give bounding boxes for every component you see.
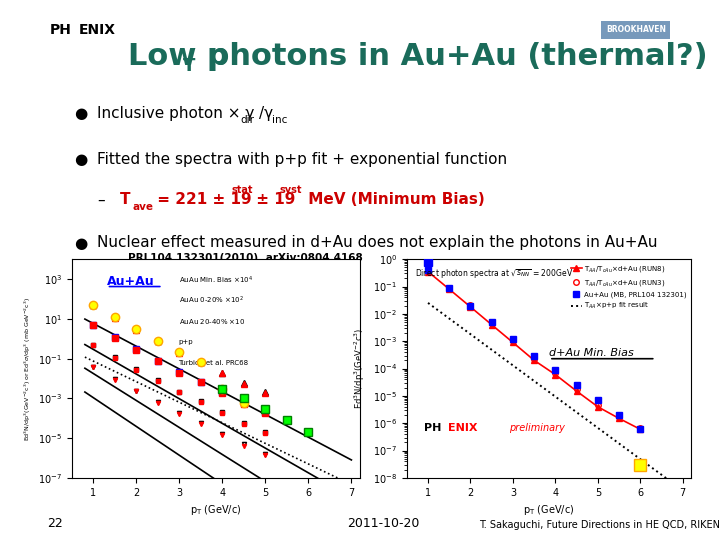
- Au+Au (MB, PRL104 132301): [508, 336, 517, 342]
- Line: T$_{AA}$/T$_{cAu}$$\times$d+Au (RUN8): T$_{AA}$/T$_{cAu}$$\times$d+Au (RUN8): [426, 269, 643, 432]
- T$_{AA}$$\times$p+p fit result: [555, 396, 564, 403]
- Text: d+Au Min. Bias: d+Au Min. Bias: [549, 348, 634, 358]
- T$_{AA}$/T$_{cAu}$$\times$d+Au (RUN3): [466, 302, 474, 308]
- Text: PRL104,132301(2010), arXiv:0804.4168: PRL104,132301(2010), arXiv:0804.4168: [127, 253, 362, 263]
- Text: Nuclear effect measured in d+Au does not explain the photons in Au+Au: Nuclear effect measured in d+Au does not…: [97, 235, 658, 251]
- T$_{AA}$/T$_{cAu}$$\times$d+Au (RUN8): [530, 357, 539, 363]
- Au+Au (MB, PRL104 132301): [551, 367, 559, 373]
- Text: BROOKHAVEN: BROOKHAVEN: [606, 25, 666, 34]
- Text: = 221 ± 19: = 221 ± 19: [152, 192, 251, 207]
- T$_{AA}$$\times$p+p fit result: [575, 411, 584, 418]
- Text: ●: ●: [73, 106, 87, 121]
- T$_{AA}$/T$_{cAu}$$\times$d+Au (RUN8): [593, 403, 602, 410]
- T$_{AA}$/T$_{cAu}$$\times$d+Au (RUN8): [615, 415, 624, 422]
- Text: 2011-10-20: 2011-10-20: [347, 517, 420, 530]
- Text: Inclusive photon × γ: Inclusive photon × γ: [97, 106, 255, 121]
- Text: Turbide et al. PRC68: Turbide et al. PRC68: [179, 360, 248, 366]
- Line: T$_{AA}$$\times$p+p fit result: T$_{AA}$$\times$p+p fit result: [428, 303, 683, 490]
- T$_{AA}$/T$_{cAu}$$\times$d+Au (RUN3): [551, 370, 559, 376]
- Au+Au (MB, PRL104 132301): [466, 302, 474, 309]
- Line: Au+Au (MB, PRL104 132301): Au+Au (MB, PRL104 132301): [426, 267, 643, 432]
- T$_{AA}$/T$_{cAu}$$\times$d+Au (RUN3): [423, 267, 432, 273]
- Au+Au (MB, PRL104 132301): [572, 382, 581, 388]
- T$_{AA}$/T$_{cAu}$$\times$d+Au (RUN8): [636, 426, 644, 433]
- Text: preliminary: preliminary: [509, 423, 565, 433]
- Au+Au (MB, PRL104 132301): [487, 319, 496, 325]
- Text: ●: ●: [73, 152, 87, 167]
- Text: ave: ave: [132, 202, 153, 212]
- Text: p+p: p+p: [179, 339, 193, 345]
- T$_{AA}$$\times$p+p fit result: [423, 300, 432, 306]
- X-axis label: p$_{\rm T}$ (GeV/c): p$_{\rm T}$ (GeV/c): [523, 503, 575, 517]
- T$_{AA}$/T$_{cAu}$$\times$d+Au (RUN8): [572, 388, 581, 394]
- Text: dir: dir: [240, 116, 254, 125]
- Au+Au (MB, PRL104 132301): [445, 285, 454, 291]
- T$_{AA}$/T$_{cAu}$$\times$d+Au (RUN3): [508, 338, 517, 344]
- Text: inc: inc: [272, 116, 288, 125]
- Text: ± 19: ± 19: [251, 192, 295, 207]
- Text: syst: syst: [280, 185, 302, 195]
- Text: T. Sakaguchi, Future Directions in HE QCD, RIKEN: T. Sakaguchi, Future Directions in HE QC…: [479, 520, 720, 530]
- Text: ENIX: ENIX: [448, 423, 477, 433]
- Text: PH: PH: [50, 23, 72, 37]
- T$_{AA}$/T$_{cAu}$$\times$d+Au (RUN3): [572, 386, 581, 393]
- T$_{AA}$/T$_{cAu}$$\times$d+Au (RUN8): [508, 339, 517, 346]
- T$_{AA}$$\times$p+p fit result: [483, 343, 492, 350]
- Text: photons in Au+Au (thermal?): photons in Au+Au (thermal?): [197, 42, 708, 71]
- Text: Low p: Low p: [127, 42, 228, 71]
- Text: AuAu 0-20% $\times$10$^2$: AuAu 0-20% $\times$10$^2$: [179, 295, 243, 306]
- Line: T$_{AA}$/T$_{cAu}$$\times$d+Au (RUN3): T$_{AA}$/T$_{cAu}$$\times$d+Au (RUN3): [426, 267, 643, 430]
- Text: MeV (Minimum Bias): MeV (Minimum Bias): [302, 192, 485, 207]
- T$_{AA}$/T$_{cAu}$$\times$d+Au (RUN3): [530, 355, 539, 362]
- T$_{AA}$/T$_{cAu}$$\times$d+Au (RUN8): [445, 286, 454, 293]
- Au+Au (MB, PRL104 132301): [423, 267, 432, 273]
- Y-axis label: Ed$^3$N/dp$^3$(GeV$^{-2}$c$^3$) or Ed$^3\sigma$/dp$^3$ (mb GeV$^{-2}$c$^3$): Ed$^3$N/dp$^3$(GeV$^{-2}$c$^3$) or Ed$^3…: [22, 296, 32, 441]
- Text: Fitted the spectra with p+p fit + exponential function: Fitted the spectra with p+p fit + expone…: [97, 152, 508, 167]
- T$_{AA}$/T$_{cAu}$$\times$d+Au (RUN3): [445, 284, 454, 291]
- Y-axis label: Ed$^3$N/dp$^3$(GeV$^{-2}$c$^3$): Ed$^3$N/dp$^3$(GeV$^{-2}$c$^3$): [353, 328, 367, 409]
- T$_{AA}$/T$_{cAu}$$\times$d+Au (RUN3): [636, 424, 644, 431]
- Text: ENIX: ENIX: [79, 23, 116, 37]
- Text: T: T: [183, 57, 195, 76]
- T$_{AA}$$\times$p+p fit result: [678, 487, 687, 494]
- Text: –: –: [97, 192, 105, 207]
- Text: ●: ●: [73, 235, 87, 251]
- Legend: T$_{AA}$/T$_{cAu}$$\times$d+Au (RUN8), T$_{AA}$/T$_{cAu}$$\times$d+Au (RUN3), Au: T$_{AA}$/T$_{cAu}$$\times$d+Au (RUN8), T…: [570, 262, 688, 313]
- Text: AuAu 20-40% $\times$10: AuAu 20-40% $\times$10: [179, 317, 245, 326]
- Text: stat: stat: [231, 185, 253, 195]
- Au+Au (MB, PRL104 132301): [593, 397, 602, 403]
- Text: Au+Au: Au+Au: [107, 274, 154, 288]
- Text: 22: 22: [47, 517, 63, 530]
- Au+Au (MB, PRL104 132301): [530, 352, 539, 359]
- T$_{AA}$/T$_{cAu}$$\times$d+Au (RUN3): [593, 402, 602, 408]
- T$_{AA}$/T$_{cAu}$$\times$d+Au (RUN8): [466, 303, 474, 310]
- T$_{AA}$$\times$p+p fit result: [658, 472, 667, 478]
- T$_{AA}$/T$_{cAu}$$\times$d+Au (RUN8): [551, 372, 559, 378]
- T$_{AA}$/T$_{cAu}$$\times$d+Au (RUN3): [487, 320, 496, 326]
- T$_{AA}$/T$_{cAu}$$\times$d+Au (RUN3): [615, 414, 624, 420]
- Text: Direct photon spectra at $\sqrt{s_{NN}}$ = 200GeV: Direct photon spectra at $\sqrt{s_{NN}}$…: [415, 268, 574, 281]
- Text: /γ: /γ: [259, 106, 273, 121]
- Au+Au (MB, PRL104 132301): [636, 426, 644, 433]
- T$_{AA}$$\times$p+p fit result: [665, 478, 674, 484]
- X-axis label: p$_{\rm T}$ (GeV/c): p$_{\rm T}$ (GeV/c): [190, 503, 242, 517]
- T$_{AA}$/T$_{cAu}$$\times$d+Au (RUN8): [423, 268, 432, 275]
- Text: PH: PH: [424, 423, 441, 433]
- Au+Au (MB, PRL104 132301): [615, 412, 624, 418]
- Text: AuAu Min. Bias $\times$10$^4$: AuAu Min. Bias $\times$10$^4$: [179, 274, 253, 286]
- T$_{AA}$/T$_{cAu}$$\times$d+Au (RUN8): [487, 321, 496, 328]
- Text: T: T: [120, 192, 130, 207]
- T$_{AA}$$\times$p+p fit result: [472, 336, 481, 342]
